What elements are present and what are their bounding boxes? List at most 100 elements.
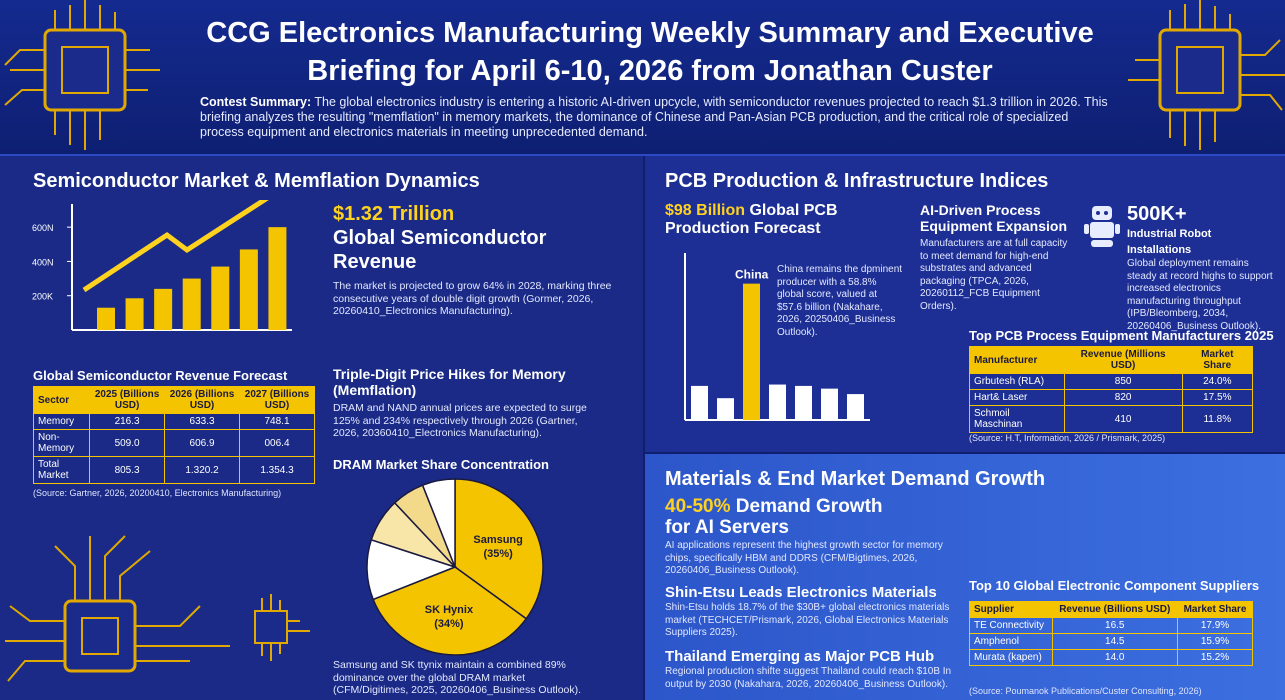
circuit-chip-icon-right [1128, 0, 1285, 150]
thai-text: Regional production shifte suggest Thail… [665, 666, 952, 690]
robot-title: Industrial Robot Installations [1127, 228, 1212, 256]
trend-line [82, 200, 269, 293]
robot-value: 500K+ [1127, 203, 1187, 225]
bar [769, 384, 786, 420]
bar [743, 283, 760, 420]
bar [268, 227, 287, 330]
pie-slice [372, 566, 528, 656]
pcb-region-chart: China [684, 253, 870, 421]
equip-title: Top PCB Process Equipment Manufacturers … [969, 328, 1274, 343]
table-header-cell: 2026 (Billions USD) [164, 386, 241, 414]
pcb-headline-rest: Global PCB Production Forecast [665, 202, 838, 237]
pie-slice [421, 478, 456, 568]
table-cell: 805.3 [89, 456, 166, 484]
semi-section-title: Semiconductor Market & Memflation Dynami… [33, 170, 480, 192]
robot-text: Global deployment remains steady at reco… [1127, 258, 1273, 332]
table-cell: 820 [1063, 389, 1183, 406]
table-header-row: Manufacturer Revenue (Millions USD) Market… [969, 346, 1254, 374]
table-header-cell: Sector [32, 386, 91, 414]
circuit-chip-icon [4, 0, 160, 150]
equip-source: (Source: H.T, Information, 2026 / Prisma… [969, 433, 1166, 443]
bar [182, 278, 201, 330]
thai-block: Thailand Emerging as Major PCB Hub Regio… [665, 648, 970, 691]
header: CCG Electronics Manufacturing Weekly Sum… [0, 0, 1285, 156]
table-cell: 11.8% [1181, 405, 1254, 433]
table-header-cell: Market Share [1176, 601, 1254, 618]
dram-pie-chart: Samsung (35%) SK Hynix (34%) [366, 478, 544, 656]
table-cell: 24.0% [1181, 373, 1254, 390]
growth-rest: Demand Growth [735, 496, 883, 517]
price-block: Triple-Digit Price Hikes for Memory (Mem… [333, 366, 603, 440]
shin-title: Shin-Etsu Leads Electronics Materials [665, 584, 937, 601]
table-cell: 14.5 [1051, 633, 1178, 650]
supp-source: (Source: Poumanok Publications/Custer Co… [969, 686, 1202, 696]
table-cell: 1.320.2 [164, 456, 241, 484]
bar [211, 266, 230, 330]
table-row: TE Connectivity 16.5 17.9% [969, 617, 1254, 634]
pie-value-label: (35%) [483, 548, 513, 560]
equip-table: Manufacturer Revenue (Millions USD) Market… [969, 346, 1254, 433]
table-row: Schmoil Maschinan 410 11.8% [969, 405, 1254, 433]
table-cell: 509.0 [89, 429, 166, 457]
table-row: Hart& Laser 820 17.5% [969, 389, 1254, 406]
table-cell: Non-Memory [32, 429, 91, 457]
shin-block: Shin-Etsu Leads Electronics Materials Sh… [665, 584, 965, 640]
pie-label: Samsung [473, 534, 523, 546]
table-cell: Total Market [32, 456, 91, 484]
pcb-section-title: PCB Production & Infrastructure Indices [665, 170, 1049, 192]
table-header-cell: Supplier [969, 601, 1053, 618]
pie-label: SK Hynix [425, 604, 474, 616]
table-header-row: Supplier Revenue (Billions USD) Market Sha… [969, 601, 1254, 618]
bar [691, 385, 708, 420]
pcb-headline: $98 Billion Global PCB Production Foreca… [665, 202, 865, 238]
ai-block: AI-Driven Process Equipment Expansion Ma… [920, 202, 1070, 313]
table-row: Murata (kapen) 14.0 15.2% [969, 649, 1254, 666]
table-cell: 006.4 [239, 429, 315, 457]
pie-value-label: (34%) [434, 618, 464, 630]
table-header-cell: Revenue (Millions USD) [1063, 346, 1183, 374]
materials-section-title: Materials & End Market Demand Growth [665, 468, 1046, 490]
bar [795, 385, 812, 420]
table-cell: 15.2% [1176, 649, 1254, 666]
shin-text: Shin-Etsu holds 18.7% of the $30B+ globa… [665, 602, 950, 638]
table-cell: 17.5% [1181, 389, 1254, 406]
semiconductor-panel: Semiconductor Market & Memflation Dynami… [0, 156, 643, 700]
revenue-sub: Global Semiconductor Revenue [333, 227, 547, 273]
growth-rest-2: for AI Servers [665, 517, 789, 538]
table-header-cell: Market Share [1181, 346, 1254, 374]
table-cell: 1.354.3 [239, 456, 315, 484]
summary-text: The global electronics industry is enter… [200, 95, 1108, 139]
table-cell: 748.1 [239, 413, 315, 430]
china-label: China [735, 268, 769, 282]
table-header-cell: Manufacturer [969, 346, 1065, 374]
china-text: China remains the dpminent producer with… [777, 264, 903, 338]
price-text: DRAM and NAND annual prices are expected… [333, 402, 587, 439]
materials-panel: Materials & End Market Demand Growth 40-… [645, 454, 1285, 700]
page-title: CCG Electronics Manufacturing Weekly Sum… [206, 17, 1094, 87]
ai-title: AI-Driven Process Equipment Expansion [920, 202, 1068, 234]
semi-revenue-chart: 200K 400N 600N [32, 200, 292, 331]
dram-text: Samsung and SK ttynix maintain a combine… [333, 659, 582, 696]
growth-block: 40-50% Demand Growth for AI Servers AI a… [665, 496, 965, 578]
table-header-row: Sector 2025 (Billions USD) 2026 (Billions … [32, 386, 315, 414]
price-title: Triple-Digit Price Hikes for Memory (Mem… [333, 366, 566, 398]
pcb-panel: PCB Production & Infrastructure Indices … [645, 156, 1285, 452]
table-cell: 16.5 [1051, 617, 1178, 634]
pcb-headline-value: $98 Billion [665, 202, 746, 219]
supp-title: Top 10 Global Electronic Component Suppl… [969, 578, 1260, 593]
table-cell: 606.9 [164, 429, 241, 457]
table-cell: 216.3 [89, 413, 166, 430]
summary-label: Contest Summary: [200, 95, 312, 109]
circuit-decoration-icon [5, 535, 310, 682]
robot-block: 500K+ Industrial Robot Installations Glo… [1127, 202, 1277, 333]
table-row: Non-Memory 509.0 606.9 006.4 [32, 429, 315, 457]
table-row: Memory 216.3 633.3 748.1 [32, 413, 315, 430]
table-cell: 15.9% [1176, 633, 1254, 650]
table-cell: 410 [1063, 405, 1183, 433]
table-cell: Amphenol [969, 633, 1053, 650]
bar [847, 394, 864, 420]
y-tick-label: 200K [32, 292, 53, 302]
table-cell: Hart& Laser [969, 389, 1065, 406]
contest-summary: Contest Summary: The global electronics … [200, 95, 1110, 140]
table-cell: 633.3 [164, 413, 241, 430]
